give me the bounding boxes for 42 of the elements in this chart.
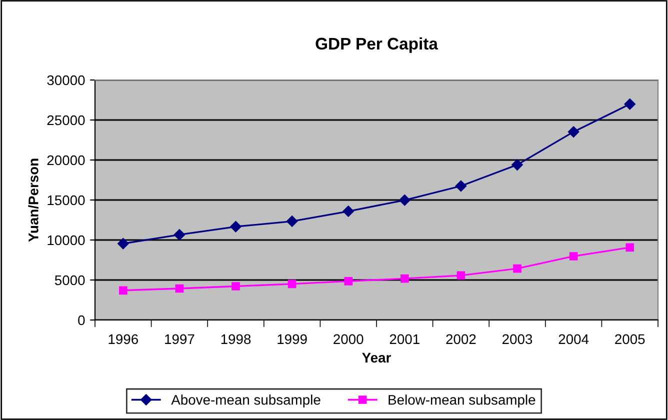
point	[456, 271, 466, 280]
y-tick-label: 30000	[47, 75, 85, 86]
point	[286, 216, 298, 227]
x-tick-label: 2002	[446, 334, 476, 344]
point	[175, 284, 184, 293]
point	[626, 243, 634, 252]
point	[230, 221, 242, 232]
legend-label: Above-mean subsample	[171, 394, 320, 408]
x-tick-label: 1997	[165, 334, 194, 344]
point	[288, 280, 296, 288]
x-tick-label: 2003	[502, 334, 532, 344]
point	[174, 229, 186, 240]
x-tick-label: 2005	[615, 334, 645, 344]
y-tick-label: 10000	[48, 235, 85, 246]
x-axis-title: Year	[362, 352, 391, 363]
point	[568, 126, 580, 138]
x-tick-label: 1999	[278, 334, 307, 344]
y-axis-title: Yuan/Person	[28, 158, 38, 242]
y-tick-label: 5000	[54, 275, 85, 286]
point	[344, 277, 353, 286]
point	[118, 286, 128, 295]
point	[512, 159, 523, 170]
point	[400, 274, 409, 283]
point	[118, 238, 129, 250]
y-tick-label: 0	[78, 315, 85, 326]
point	[513, 264, 522, 273]
point	[342, 206, 354, 217]
x-tick-label: 2004	[558, 334, 589, 344]
y-tick-label: 25000	[47, 115, 85, 126]
point	[232, 282, 240, 290]
point	[569, 252, 578, 260]
point	[624, 98, 636, 110]
point	[399, 194, 410, 206]
point	[455, 180, 467, 192]
x-tick-label: 1996	[108, 334, 138, 344]
y-tick-label: 20000	[47, 155, 85, 166]
legend-label: Below-mean subsample	[388, 394, 536, 408]
x-tick-label: 2000	[334, 334, 364, 344]
x-tick-label: 2001	[390, 334, 420, 344]
chart-title: GDP Per Capita	[316, 37, 438, 53]
x-tick-label: 1998	[221, 334, 251, 344]
y-tick-label: 15000	[48, 195, 85, 206]
